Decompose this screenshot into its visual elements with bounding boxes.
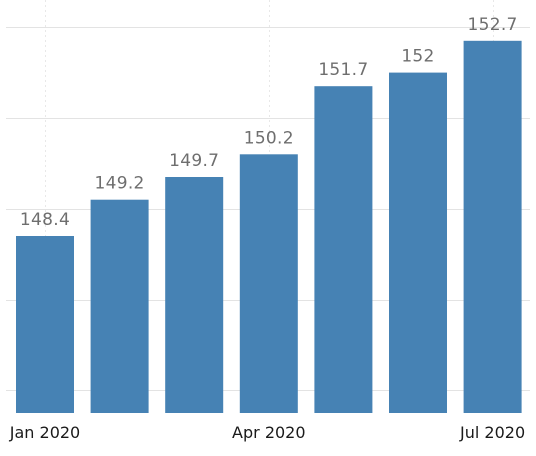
x-axis-tick-labels: Jan 2020 Apr 2020 Jul 2020 <box>9 423 525 442</box>
data-label-4: 150.2 <box>244 128 294 148</box>
data-label-7: 152.7 <box>468 15 518 35</box>
data-label-2: 149.2 <box>95 174 145 194</box>
bar-4 <box>239 154 298 414</box>
data-label-6: 152 <box>401 47 434 67</box>
bar-7 <box>463 40 522 414</box>
x-tick-label: Jul 2020 <box>459 423 525 442</box>
bar-2 <box>90 199 149 413</box>
data-labels: 148.4 149.2 149.7 150.2 151.7 152 152.7 <box>20 15 518 230</box>
data-label-3: 149.7 <box>169 151 219 171</box>
bar-6 <box>389 72 447 413</box>
bar-1 <box>16 236 74 413</box>
data-label-1: 148.4 <box>20 210 70 230</box>
x-tick-label: Apr 2020 <box>232 423 305 442</box>
bars <box>16 40 522 414</box>
bar-3 <box>165 177 224 413</box>
bar-5 <box>314 86 373 413</box>
x-tick-label: Jan 2020 <box>9 423 80 442</box>
data-label-5: 151.7 <box>318 60 368 80</box>
